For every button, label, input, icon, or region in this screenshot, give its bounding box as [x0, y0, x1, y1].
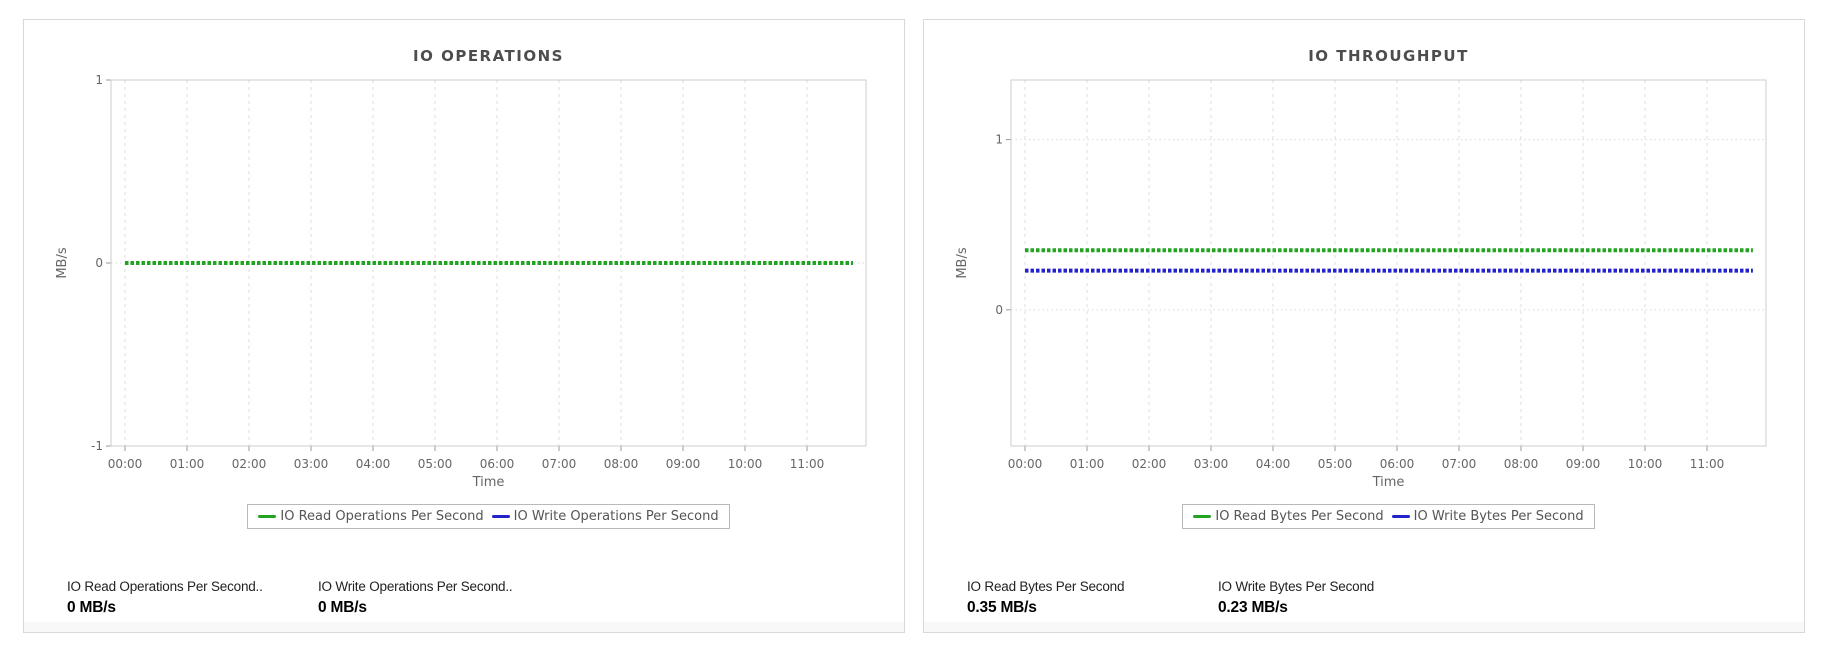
- io-throughput-panel: IO THROUGHPUT 00:00 01:00 02:00 03:00 04:00 0…: [923, 19, 1805, 633]
- x-tick-label: 00:00: [108, 457, 143, 471]
- y-axis-label: MB/s: [955, 247, 970, 279]
- chart-title: IO OPERATIONS: [413, 47, 564, 65]
- stat-label: IO Write Operations Per Second..: [318, 579, 513, 594]
- legend-label: IO Write Operations Per Second: [513, 509, 719, 524]
- io-operations-plot: 00:00 01:00 02:00 03:00 04:00 05:00 06:00 07:00…: [55, 73, 867, 490]
- x-tick-label: 01:00: [170, 457, 205, 471]
- x-tick-label: 04:00: [1256, 457, 1291, 471]
- legend-item-write: IO Write Bytes Per Second: [1391, 509, 1584, 524]
- stat-value: 0.23 MB/s: [1218, 599, 1288, 616]
- legend: IO Read Bytes Per Second IO Write Bytes …: [1011, 504, 1766, 529]
- plot-frame: [1010, 79, 1767, 447]
- plot-frame: [110, 79, 867, 447]
- stat-value: 0 MB/s: [67, 599, 116, 616]
- x-tick-label: 09:00: [666, 457, 701, 471]
- x-tick-label: 00:00: [1008, 457, 1043, 471]
- x-tick-label: 08:00: [604, 457, 639, 471]
- y-axis-label: MB/s: [55, 247, 70, 279]
- x-tick-label: 10:00: [728, 457, 763, 471]
- stat-label: IO Read Bytes Per Second: [967, 579, 1125, 594]
- x-tick-label: 10:00: [1628, 457, 1663, 471]
- x-tick-label: 03:00: [1194, 457, 1229, 471]
- x-tick-label: 11:00: [1690, 457, 1725, 471]
- legend-box: IO Read Bytes Per Second IO Write Bytes …: [1182, 504, 1595, 529]
- x-tick-label: 07:00: [1442, 457, 1477, 471]
- legend-label: IO Read Bytes Per Second: [1215, 509, 1384, 524]
- x-tick-label: 07:00: [542, 457, 577, 471]
- x-axis-label: Time: [1372, 475, 1405, 490]
- panel-footer-strip: [24, 622, 904, 632]
- stat-value: 0 MB/s: [318, 599, 367, 616]
- x-tick-label: 06:00: [1380, 457, 1415, 471]
- read-series-swatch-icon: [258, 515, 277, 518]
- x-tick-label: 05:00: [418, 457, 453, 471]
- y-tick-label: 1: [95, 73, 103, 87]
- io-throughput-plot: 00:00 01:00 02:00 03:00 04:00 05:00 06:00 07:00…: [955, 79, 1767, 490]
- y-tick-label: -1: [91, 439, 103, 453]
- legend-item-read: IO Read Operations Per Second: [258, 509, 484, 524]
- stat-label: IO Write Bytes Per Second: [1218, 579, 1375, 594]
- legend: IO Read Operations Per Second IO Write O…: [111, 504, 866, 529]
- legend-item-read: IO Read Bytes Per Second: [1193, 509, 1384, 524]
- x-tick-label: 04:00: [356, 457, 391, 471]
- legend-label: IO Read Operations Per Second: [280, 509, 484, 524]
- x-tick-label: 09:00: [1566, 457, 1601, 471]
- x-tick-label: 11:00: [790, 457, 825, 471]
- x-axis-label: Time: [472, 475, 505, 490]
- read-series-swatch-icon: [1193, 515, 1212, 518]
- io-operations-panel: IO OPERATIONS 00:00 01:00 02:00 03:00 04:00 0…: [23, 19, 905, 633]
- x-tick-label: 06:00: [480, 457, 515, 471]
- y-tick-label: 0: [995, 303, 1003, 317]
- x-tick-label: 02:00: [1132, 457, 1167, 471]
- y-tick-label: 1: [995, 133, 1003, 147]
- y-tick-label: 0: [95, 256, 103, 270]
- x-tick-label: 08:00: [1504, 457, 1539, 471]
- x-tick-label: 05:00: [1318, 457, 1353, 471]
- stat-read-operations: IO Read Operations Per Second.. 0 MB/s: [67, 578, 263, 619]
- chart-title: IO THROUGHPUT: [1308, 47, 1469, 65]
- x-tick-label: 02:00: [232, 457, 267, 471]
- x-tick-label: 01:00: [1070, 457, 1105, 471]
- legend-item-write: IO Write Operations Per Second: [491, 509, 719, 524]
- write-series-swatch-icon: [1391, 515, 1410, 518]
- write-series-swatch-icon: [491, 515, 510, 518]
- stat-write-bytes: IO Write Bytes Per Second 0.23 MB/s: [1218, 578, 1374, 619]
- legend-box: IO Read Operations Per Second IO Write O…: [247, 504, 730, 529]
- panel-footer-strip: [924, 622, 1804, 632]
- stat-value: 0.35 MB/s: [967, 599, 1037, 616]
- x-tick-label: 03:00: [294, 457, 329, 471]
- stat-read-bytes: IO Read Bytes Per Second 0.35 MB/s: [967, 578, 1124, 619]
- stat-label: IO Read Operations Per Second..: [67, 579, 263, 594]
- legend-label: IO Write Bytes Per Second: [1413, 509, 1584, 524]
- stat-write-operations: IO Write Operations Per Second.. 0 MB/s: [318, 578, 513, 619]
